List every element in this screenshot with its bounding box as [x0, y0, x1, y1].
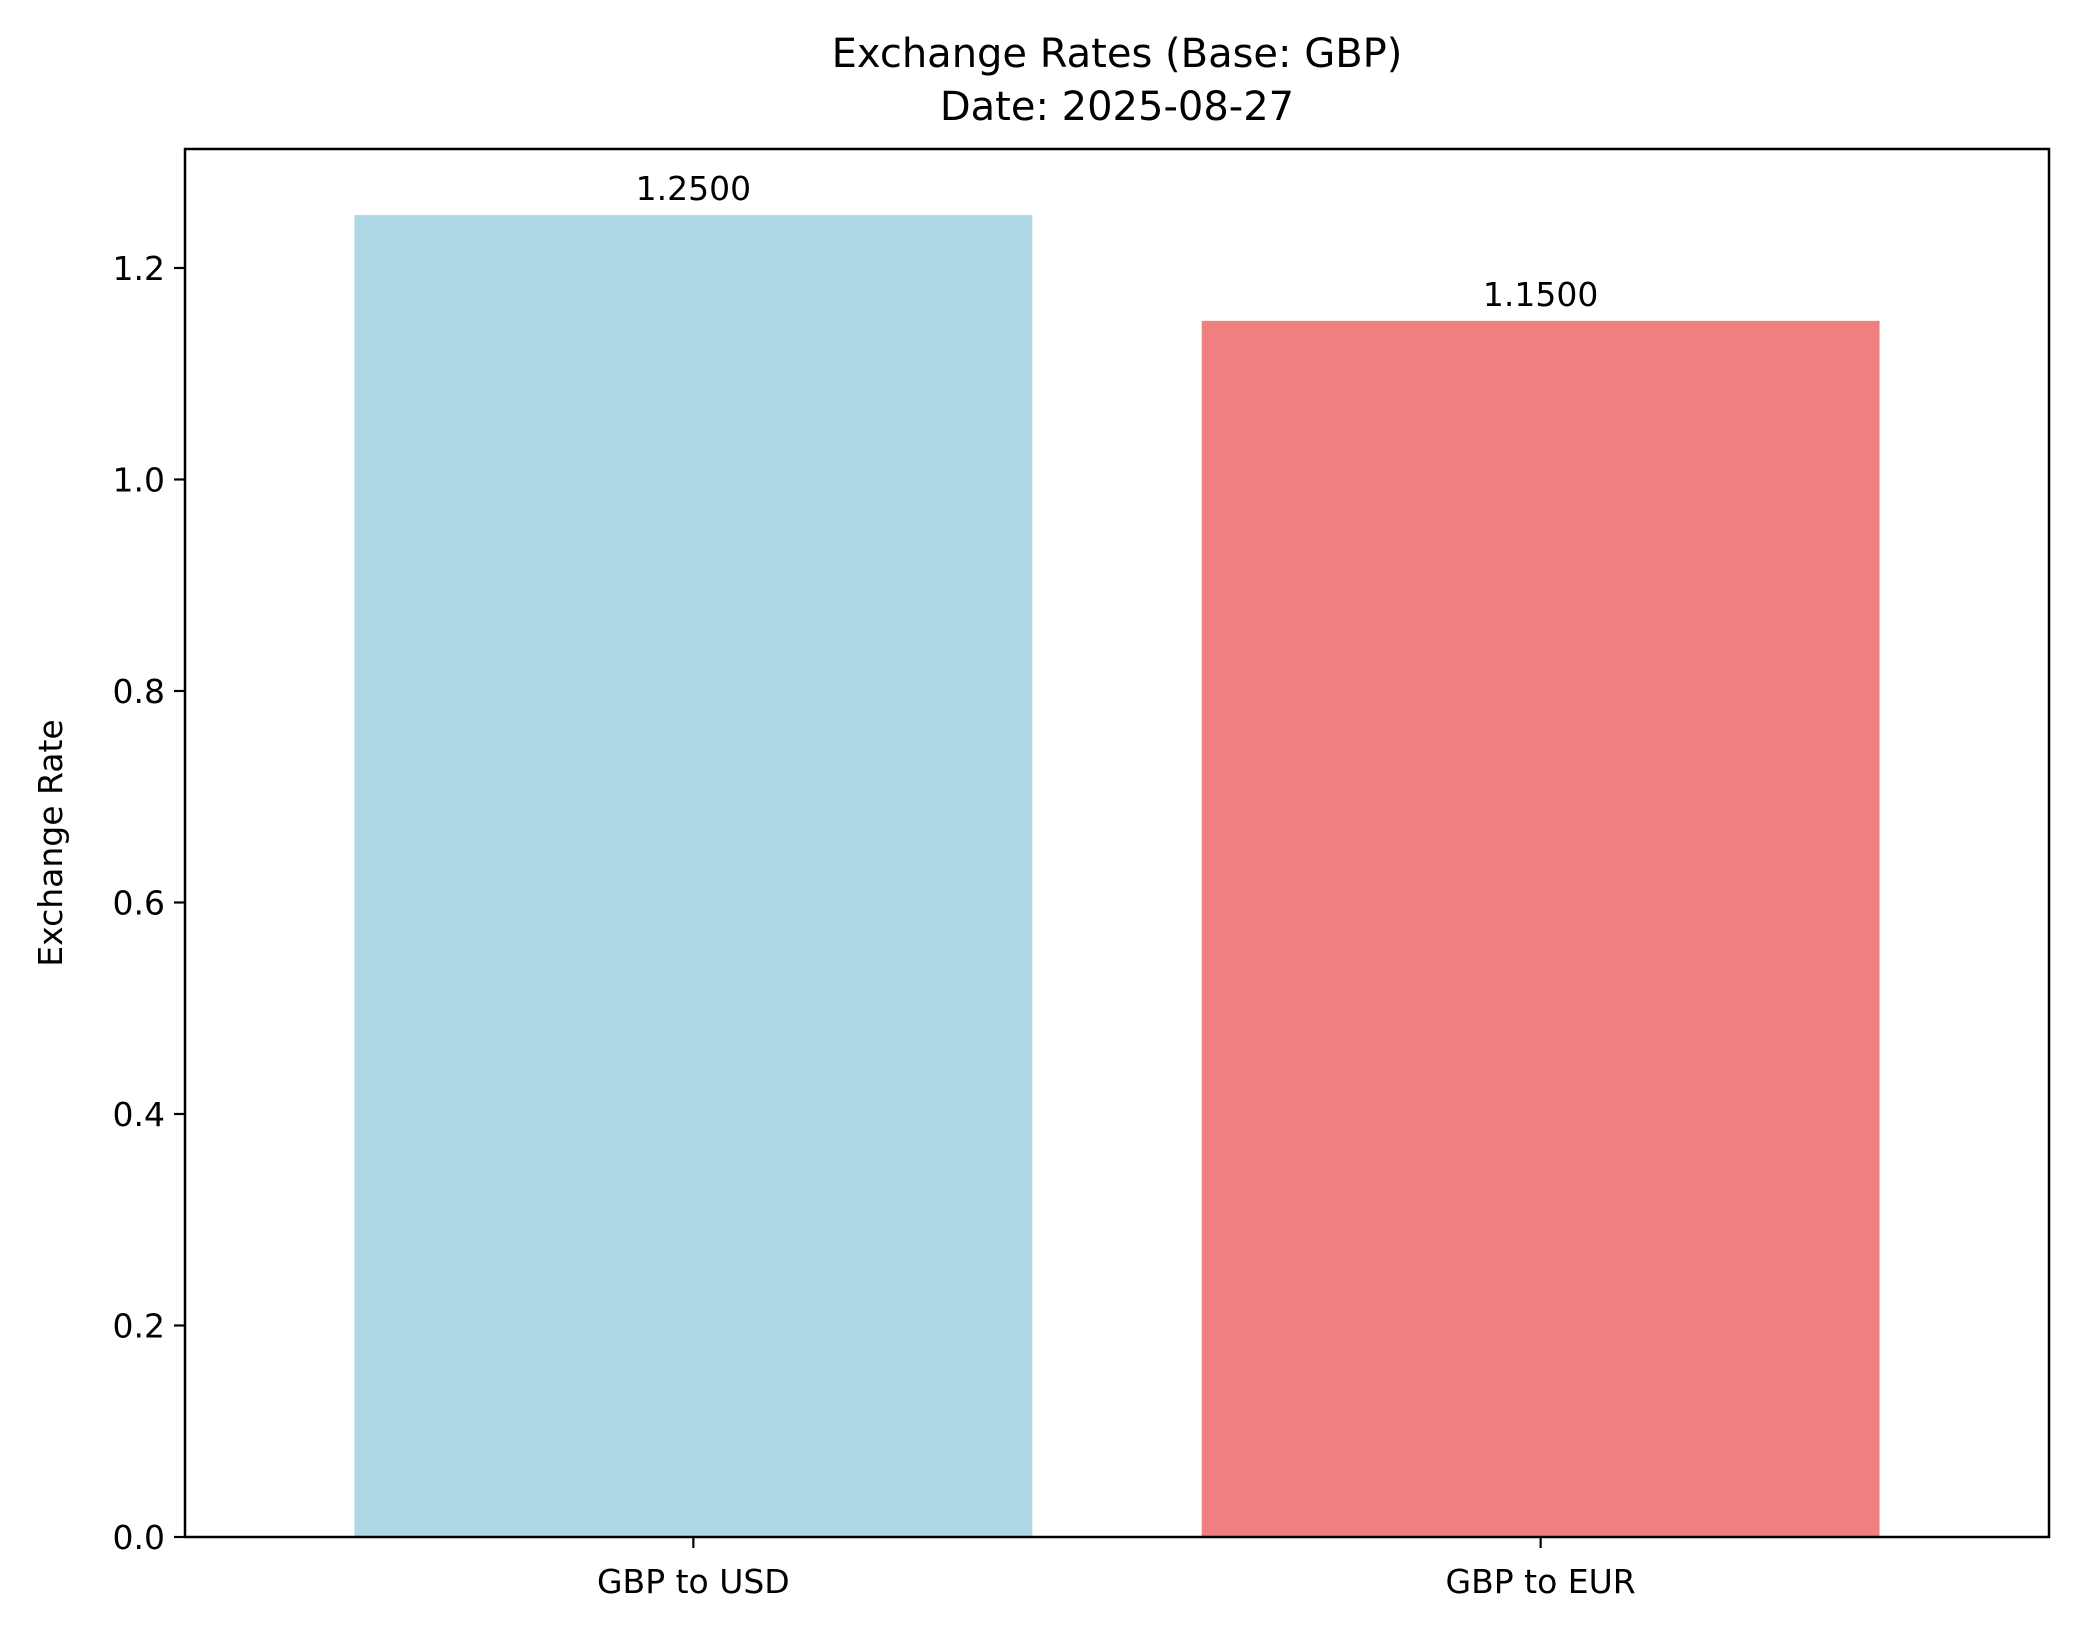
plot-area-frame — [183, 147, 2051, 1539]
y-tick-label: 1.0 — [113, 460, 165, 499]
x-axis-ticks: GBP to USD GBP to EUR — [597, 1537, 1636, 1601]
y-tick-label: 0.4 — [113, 1095, 165, 1134]
x-tick-label: GBP to EUR — [1446, 1562, 1636, 1601]
bar-gbp-to-usd — [354, 215, 1033, 1538]
bar-gbp-to-eur — [1201, 320, 1880, 1537]
y-tick-label: 0.6 — [113, 883, 165, 922]
y-tick-label: 0.2 — [113, 1306, 165, 1345]
bar-value-label: 1.1500 — [1483, 275, 1598, 314]
bar-value-label: 1.2500 — [636, 169, 751, 208]
y-tick-label: 0.0 — [113, 1518, 165, 1557]
chart-title: Exchange Rates (Base: GBP) — [832, 31, 1403, 77]
x-tick-label: GBP to USD — [597, 1562, 790, 1601]
y-axis-ticks: 0.0 0.2 0.4 0.6 0.8 1.0 1.2 — [113, 249, 185, 1557]
y-tick-label: 1.2 — [113, 249, 165, 288]
bars-group — [354, 215, 1880, 1538]
y-axis-label: Exchange Rate — [31, 719, 70, 966]
y-tick-label: 0.8 — [113, 672, 165, 711]
chart-subtitle: Date: 2025-08-27 — [940, 84, 1294, 130]
bar-value-labels: 1.2500 1.1500 — [636, 169, 1599, 314]
